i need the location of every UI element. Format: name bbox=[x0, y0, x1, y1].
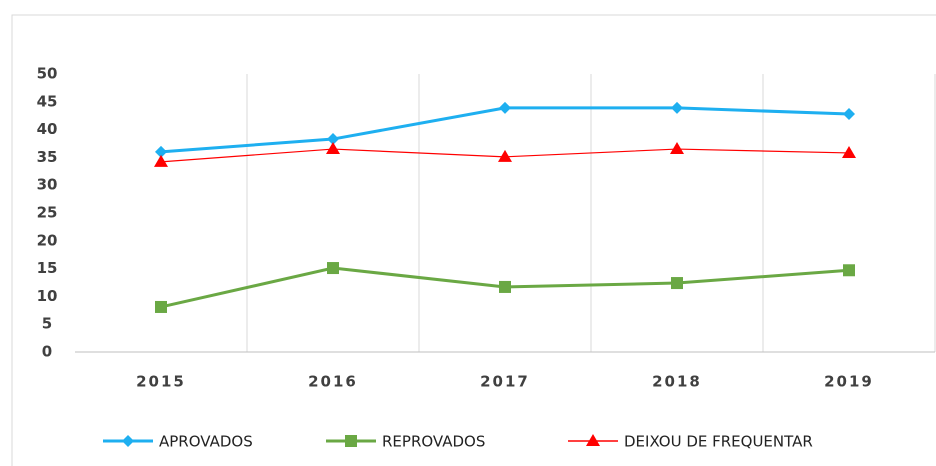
y-tick-label: 20 bbox=[37, 231, 58, 249]
x-tick-label: 2018 bbox=[652, 373, 702, 391]
x-tick-label: 2017 bbox=[480, 373, 530, 391]
series bbox=[154, 142, 856, 167]
marker bbox=[499, 280, 511, 293]
legend-label: DEIXOU DE FREQUENTAR bbox=[624, 433, 813, 451]
marker bbox=[671, 277, 683, 290]
y-tick-label: 5 bbox=[42, 315, 52, 333]
legend-item: DEIXOU DE FREQUENTAR bbox=[568, 433, 813, 451]
marker bbox=[842, 145, 856, 158]
series bbox=[155, 262, 855, 313]
marker bbox=[843, 108, 855, 121]
legend-marker bbox=[345, 435, 357, 447]
y-tick-label: 25 bbox=[37, 204, 58, 222]
x-tick-label: 2019 bbox=[824, 373, 874, 391]
series bbox=[155, 101, 855, 158]
y-tick-label: 0 bbox=[42, 343, 52, 361]
chart-frame bbox=[11, 14, 936, 466]
marker bbox=[499, 101, 511, 114]
marker bbox=[498, 149, 512, 162]
legend-item: REPROVADOS bbox=[326, 433, 485, 451]
legend-label: APROVADOS bbox=[159, 433, 253, 451]
legend-marker bbox=[586, 434, 600, 446]
marker bbox=[326, 142, 340, 155]
y-tick-label: 10 bbox=[37, 287, 58, 305]
marker bbox=[327, 133, 339, 146]
marker bbox=[327, 262, 339, 275]
y-tick-label: 35 bbox=[37, 148, 58, 166]
marker bbox=[154, 154, 168, 167]
legend-label: REPROVADOS bbox=[382, 433, 485, 451]
marker bbox=[670, 142, 684, 155]
x-tick-label: 2015 bbox=[136, 373, 186, 391]
y-tick-label: 15 bbox=[37, 259, 58, 277]
marker bbox=[155, 145, 167, 158]
y-tick-label: 50 bbox=[37, 65, 58, 83]
y-tick-label: 30 bbox=[37, 176, 58, 194]
marker bbox=[671, 101, 683, 114]
marker bbox=[843, 264, 855, 277]
x-tick-label: 2016 bbox=[308, 373, 358, 391]
y-tick-label: 45 bbox=[37, 92, 58, 110]
legend-marker bbox=[122, 435, 134, 447]
y-tick-label: 40 bbox=[37, 120, 58, 138]
legend-item: APROVADOS bbox=[103, 433, 253, 451]
marker bbox=[155, 300, 167, 313]
